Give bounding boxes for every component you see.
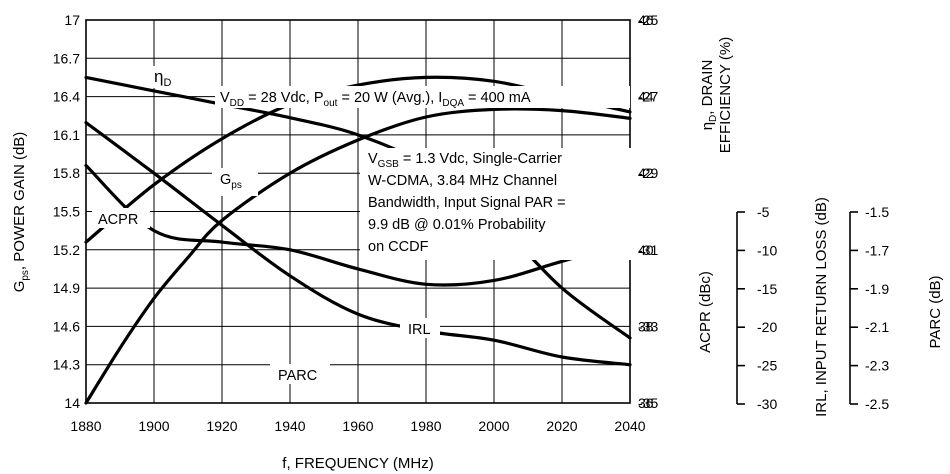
y-right-acpr-tick-label: -25 (638, 12, 658, 28)
parc-tick-label: -2.5 (865, 396, 889, 412)
acpr-label-bg (92, 208, 150, 228)
y-axis-right-eff-title: ηD, DRAIN (699, 60, 719, 131)
irl-tick-label: -5 (757, 204, 770, 220)
eta-d-label: ηD (154, 67, 171, 89)
y-left-tick-label: 14.6 (53, 318, 80, 334)
irl-tick-label: -20 (757, 319, 777, 335)
y-left-tick-label: 16.1 (53, 127, 80, 143)
x-tick-label: 1880 (70, 418, 101, 434)
x-tick-label: 1980 (410, 418, 441, 434)
eta-label-bg (150, 66, 188, 88)
y-axis-irl-title: IRL, INPUT RETURN LOSS (dB) (813, 197, 830, 417)
gps-label: Gps (220, 172, 242, 191)
irl-tick-label: -30 (757, 396, 777, 412)
y-axis-left-title: Gps, POWER GAIN (dB) (11, 132, 31, 293)
conditions-annotation: VDD = 28 Vdc, Pout = 20 W (Avg.), IDQA =… (220, 90, 531, 109)
y-right-acpr-tick-label: -31 (638, 242, 658, 258)
parc-tick-label: -2.3 (865, 358, 889, 374)
y-left-tick-label: 16.7 (53, 50, 80, 66)
x-tick-label: 1900 (138, 418, 169, 434)
y-right-acpr-tick-label: -33 (638, 318, 658, 334)
y-axis-parc-title: PARC (dB) (927, 275, 944, 348)
y-right-eff-tick-label: 46 (638, 12, 654, 28)
y-axis-acpr-title: ACPR (dBc) (697, 271, 714, 353)
y-left-tick-label: 14.3 (53, 357, 80, 373)
irl-tick-label: -25 (757, 358, 777, 374)
x-tick-label: 2020 (546, 418, 577, 434)
irl-tick-label: -15 (757, 281, 777, 297)
irl-label-bg (400, 318, 440, 338)
y-left-tick-label: 15.2 (53, 242, 80, 258)
acpr-curve-label: ACPR (98, 212, 138, 228)
y-right-acpr-tick-label: -29 (638, 165, 658, 181)
acpr-curve (84, 75, 632, 340)
irl-tick-label: -10 (757, 242, 777, 258)
x-axis-title: f, FREQUENCY (MHz) (282, 455, 433, 472)
tick-layer: 1880 1900 1920 1940 1960 1980 2000 2020 2040 14 14… (53, 12, 890, 434)
x-tick-label: 1920 (206, 418, 237, 434)
y-right-eff-tick-label: 42 (638, 165, 654, 181)
parc-curve (84, 163, 632, 287)
y-left-tick-label: 14.9 (53, 280, 80, 296)
gain-curve (84, 107, 632, 405)
y-axis-right-eff-title-line2: EFFICIENCY (%) (717, 37, 734, 153)
y-left-tick-label: 16.4 (53, 89, 80, 105)
y-right-acpr-tick-label: -27 (638, 89, 658, 105)
y-left-tick-label: 17 (64, 12, 80, 28)
x-tick-label: 1940 (274, 418, 305, 434)
y-right-acpr-tick-label: -35 (638, 395, 658, 411)
signal-label-bg (360, 148, 635, 260)
y-right-eff-tick-label: 38 (638, 318, 654, 334)
y-left-tick-label: 15.5 (53, 204, 80, 220)
parc-curve-label: PARC (278, 368, 317, 384)
x-tick-label: 2040 (614, 418, 645, 434)
gps-label-bg (212, 168, 258, 196)
y-right-eff-tick-label: 44 (638, 89, 654, 105)
signal-annotation: VGSB = 1.3 Vdc, Single-Carrier W-CDMA, 3… (368, 151, 570, 255)
conditions-label-bg (215, 86, 630, 108)
y-right-eff-tick-label: 40 (638, 242, 654, 258)
y-right-eff-tick-label: 36 (638, 395, 654, 411)
parc-tick-label: -2.1 (865, 319, 889, 335)
x-tick-label: 2000 (478, 418, 509, 434)
y-left-tick-label: 15.8 (53, 165, 80, 181)
curve-layer (84, 75, 632, 405)
irl-curve (84, 121, 632, 367)
irl-curve-label: IRL (408, 322, 431, 338)
parc-tick-label: -1.5 (865, 204, 889, 220)
parc-tick-label: -1.9 (865, 281, 889, 297)
parc-label-bg (270, 364, 330, 384)
y-left-tick-label: 14 (64, 395, 80, 411)
parc-tick-label: -1.7 (865, 242, 889, 258)
x-tick-label: 1960 (342, 418, 373, 434)
